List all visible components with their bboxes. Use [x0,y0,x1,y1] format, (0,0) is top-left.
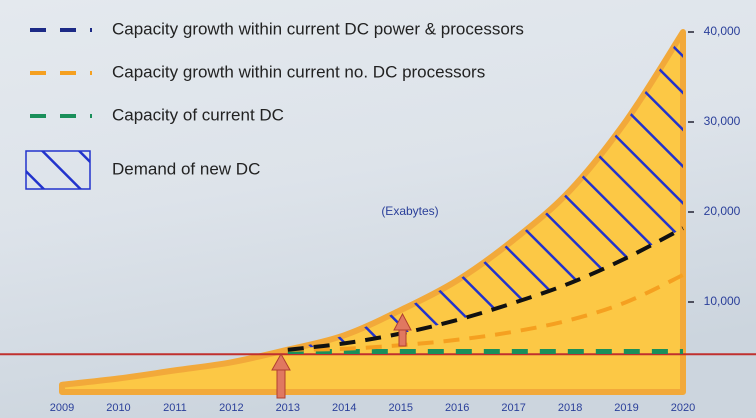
y-tick-label: 30,000 [704,114,741,128]
legend-label: Demand of new DC [112,159,260,178]
y-tick-label: 10,000 [704,294,741,308]
unit-label: (Exabytes) [381,204,438,218]
x-tick-label: 2009 [50,402,74,414]
x-tick-label: 2012 [219,402,243,414]
y-tick-label: 20,000 [704,204,741,218]
y-tick-label: 40,000 [704,24,741,38]
legend-label: Capacity growth within current no. DC pr… [112,62,485,81]
x-tick-label: 2019 [614,402,638,414]
x-tick-label: 2016 [445,402,469,414]
x-tick-label: 2018 [558,402,582,414]
x-tick-label: 2015 [388,402,412,414]
legend-swatch [25,150,91,190]
legend-label: Capacity growth within current DC power … [112,19,524,38]
x-tick-label: 2013 [276,402,300,414]
x-tick-label: 2020 [671,402,695,414]
arrow [393,312,412,347]
legend-label: Capacity of current DC [112,105,284,124]
legend: Capacity growth within current DC power … [25,19,524,190]
x-tick-label: 2011 [163,402,187,414]
arrow [271,352,291,399]
series-line [287,273,684,352]
series-line [287,226,684,352]
x-tick-label: 2014 [332,402,356,414]
x-tick-label: 2017 [501,402,525,414]
x-tick-label: 2010 [106,402,130,414]
